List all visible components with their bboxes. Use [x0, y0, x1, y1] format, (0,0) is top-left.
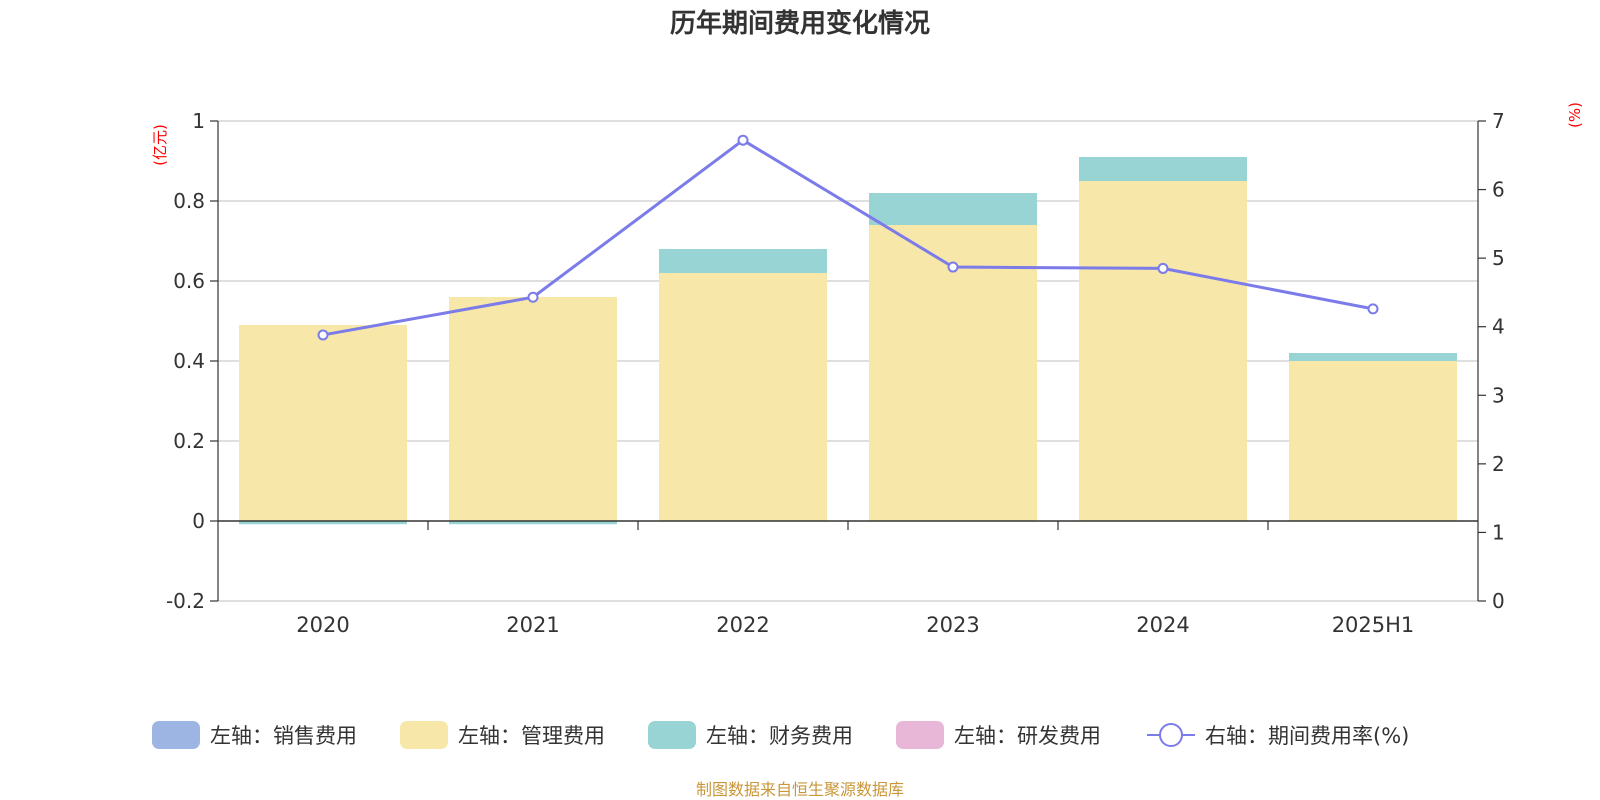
left-axis-unit: (亿元) — [151, 124, 169, 166]
bar — [1289, 361, 1457, 521]
legend-swatch — [400, 721, 448, 749]
grid-lines — [218, 120, 1478, 602]
right-tick-label: 2 — [1492, 452, 1505, 476]
right-tick-label: 6 — [1492, 178, 1505, 202]
x-tick-label: 2025H1 — [1332, 613, 1415, 637]
source-note: 制图数据来自恒生聚源数据库 — [696, 780, 904, 799]
legend-label: 左轴：财务费用 — [706, 724, 853, 748]
legend-label: 左轴：研发费用 — [954, 724, 1101, 748]
line-series — [317, 134, 1379, 341]
legend-label: 左轴：销售费用 — [210, 724, 357, 748]
legend-swatch — [152, 721, 200, 749]
axes: -0.2 0 0.2 0.4 0.6 0.8 1 0 1 2 3 4 5 6 7 2020 2021 2022 20… — [166, 109, 1505, 637]
legend: 左轴：销售费用 左轴：管理费用 左轴：财务费用 左轴：研发费用 右轴：期间费用率(%) — [152, 721, 1409, 749]
bar-series — [239, 157, 1457, 525]
right-axis-unit: (%) — [1566, 102, 1584, 128]
bar — [1079, 181, 1247, 521]
left-tick-label: 0.2 — [173, 429, 205, 453]
bar — [1289, 353, 1457, 361]
legend-swatch — [648, 721, 696, 749]
x-tick-label: 2020 — [296, 613, 349, 637]
left-tick-label: 1 — [192, 109, 205, 133]
x-tick-label: 2024 — [1136, 613, 1189, 637]
bar — [869, 225, 1037, 521]
x-tick-label: 2021 — [506, 613, 559, 637]
right-tick-label: 5 — [1492, 246, 1505, 270]
bar — [239, 325, 407, 521]
chart-title: 历年期间费用变化情况 — [670, 8, 930, 39]
line-point — [1367, 303, 1379, 315]
right-tick-label: 7 — [1492, 109, 1505, 133]
line-point — [947, 261, 959, 273]
legend-label: 右轴：期间费用率(%) — [1205, 724, 1409, 748]
line-path — [322, 138, 1374, 337]
right-tick-label: 1 — [1492, 520, 1505, 544]
left-tick-label: 0 — [192, 509, 205, 533]
bar — [239, 521, 407, 525]
left-tick-label: -0.2 — [166, 589, 205, 613]
left-tick-label: 0.8 — [173, 189, 205, 213]
line-point — [1157, 262, 1169, 274]
bar — [449, 297, 617, 521]
legend-label: 左轴：管理费用 — [458, 724, 605, 748]
left-tick-label: 0.6 — [173, 269, 205, 293]
line-point — [317, 329, 329, 341]
bar — [659, 249, 827, 273]
x-tick-label: 2022 — [716, 613, 769, 637]
bar — [1079, 157, 1247, 181]
legend-swatch-marker — [1159, 723, 1183, 747]
right-tick-label: 0 — [1492, 589, 1505, 613]
legend-swatch — [896, 721, 944, 749]
right-tick-label: 3 — [1492, 383, 1505, 407]
right-tick-label: 4 — [1492, 315, 1505, 339]
bar — [869, 193, 1037, 225]
left-tick-label: 0.4 — [173, 349, 205, 373]
x-tick-label: 2023 — [926, 613, 979, 637]
bar — [659, 273, 827, 521]
bar — [449, 521, 617, 525]
line-point — [737, 134, 749, 146]
line-point — [527, 291, 539, 303]
